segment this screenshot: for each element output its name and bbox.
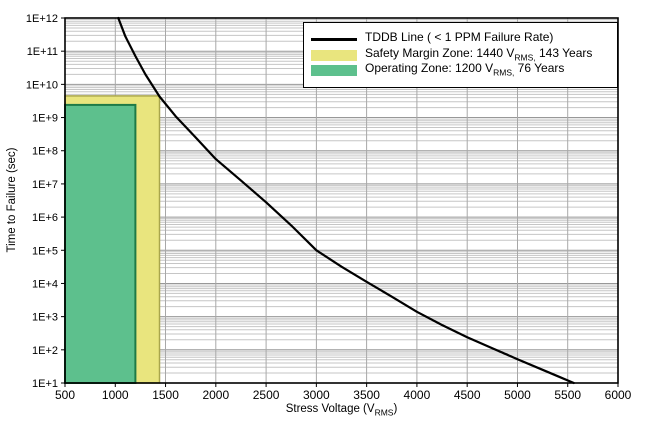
x-tick-label: 5500	[554, 388, 581, 402]
legend: TDDB Line ( < 1 PPM Failure Rate) Safety…	[303, 22, 618, 88]
y-tick-label: 1E+7	[32, 179, 58, 191]
y-tick-label: 1E+12	[26, 13, 58, 25]
y-tick-label: 1E+2	[32, 345, 58, 357]
x-tick-label: 2000	[202, 388, 229, 402]
operating-zone-swatch	[311, 65, 357, 76]
x-tick-label: 5000	[504, 388, 531, 402]
y-tick-label: 1E+3	[32, 312, 58, 324]
plot-frame	[64, 17, 619, 384]
y-tick-label: 1E+6	[32, 212, 58, 224]
x-tick-label: 6000	[605, 388, 632, 402]
zones	[64, 95, 161, 385]
legend-label: Operating Zone: 1200 VRMS, 76 Years	[365, 61, 565, 78]
tddb-line	[117, 16, 575, 385]
y-tick-label: 1E+8	[32, 146, 58, 158]
x-tick-label: 4000	[404, 388, 431, 402]
legend-label: TDDB Line ( < 1 PPM Failure Rate)	[365, 30, 554, 45]
x-axis-title: Stress Voltage (VRMS)	[285, 403, 398, 418]
x-tick-label: 4500	[454, 388, 481, 402]
x-tick-label: 1000	[102, 388, 129, 402]
legend-label: Safety Margin Zone: 1440 VRMS, 143 Years	[365, 45, 593, 63]
x-tick-label: 1500	[152, 388, 179, 402]
y-tick-label: 1E+11	[27, 46, 58, 58]
tddb-line-swatch	[311, 38, 357, 41]
y-tick-label: 1E+4	[32, 279, 58, 291]
plot-border	[64, 17, 619, 384]
operating-zone	[64, 103, 137, 385]
tddb-curve	[117, 16, 575, 385]
axes: 500 1000 1500 2000 2500 3000 3500 4000 4500 5000 5…	[26, 13, 632, 402]
y-tick-label: 1E+10	[26, 79, 58, 91]
x-tick-label: 3500	[353, 388, 380, 402]
y-tick-label: 1E+5	[32, 245, 58, 257]
y-tick-label: 1E+9	[32, 113, 58, 125]
x-tick-label: 500	[55, 388, 75, 402]
y-tick-label: 1E+1	[32, 378, 58, 390]
y-axis-title: Time to Failure (sec)	[6, 147, 18, 253]
legend-row-operating-zone: Operating Zone: 1200 VRMS, 76 Years	[311, 61, 617, 79]
safety-margin-zone-swatch	[311, 49, 357, 61]
legend-row-tddb-line: TDDB Line ( < 1 PPM Failure Rate)	[311, 30, 617, 48]
legend-row-safety-margin-zone: Safety Margin Zone: 1440 VRMS, 143 Years	[311, 47, 617, 63]
x-tick-label: 2500	[253, 388, 280, 402]
x-tick-label: 3000	[303, 388, 330, 402]
